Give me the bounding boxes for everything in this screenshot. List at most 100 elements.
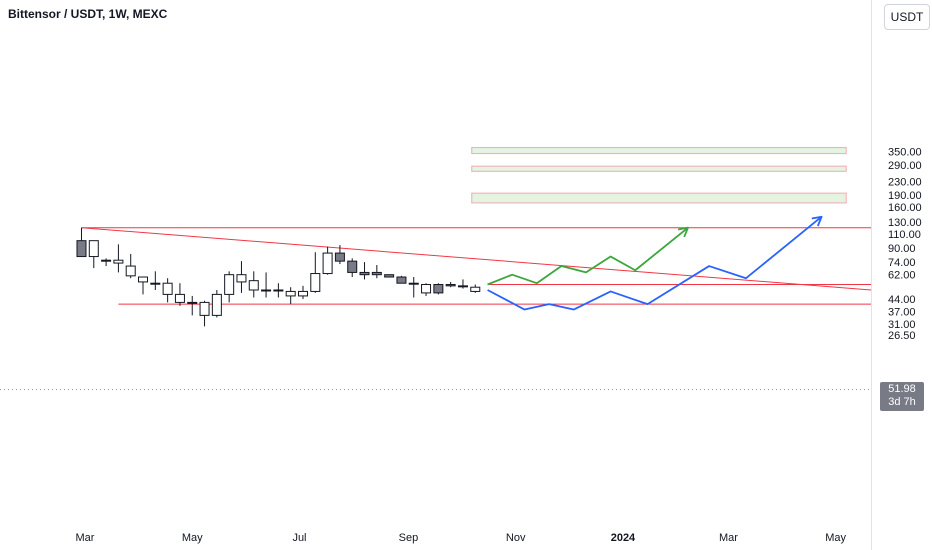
x-tick-label: 2024 — [611, 532, 636, 544]
candle — [88, 240, 99, 269]
chart-title: Bittensor / USDT, 1W, MEXC — [8, 7, 168, 21]
candle-body — [224, 274, 235, 295]
candle — [297, 285, 308, 300]
candle-body — [384, 274, 395, 278]
candle — [76, 227, 87, 258]
candle-body — [187, 301, 198, 304]
candle — [470, 284, 481, 293]
y-tick-label: 230.00 — [888, 176, 922, 188]
projection-path-bull — [487, 226, 689, 286]
projection-arrowhead-bull — [677, 226, 689, 238]
projection-path-bear — [487, 216, 823, 311]
candle-body — [433, 284, 444, 294]
current-price-label: 51.98 — [888, 383, 916, 395]
candle-body — [285, 290, 296, 297]
y-tick-label: 44.00 — [888, 294, 916, 306]
candle — [322, 246, 333, 275]
candle-body — [457, 285, 468, 288]
x-tick-label: May — [182, 532, 203, 544]
candle-body — [273, 289, 284, 292]
candle-body — [261, 289, 272, 292]
projection-arrowhead-bear — [811, 215, 823, 227]
target-zone-3 — [471, 192, 847, 204]
target-zone-2 — [471, 165, 847, 172]
y-tick-label: 290.00 — [888, 160, 922, 172]
candle — [113, 244, 124, 273]
x-tick-label: Mar — [719, 532, 738, 544]
candle — [421, 283, 432, 296]
y-tick-label: 26.50 — [888, 330, 916, 342]
candle — [384, 274, 395, 278]
candle-body — [138, 276, 149, 283]
candle-body — [199, 301, 210, 316]
candle-body — [174, 293, 185, 303]
candle-body — [113, 259, 124, 264]
y-tick-label: 62.00 — [888, 270, 916, 282]
target-zone-1 — [471, 147, 847, 155]
candle-body — [359, 271, 370, 276]
candle-body — [162, 282, 173, 295]
candle-body — [211, 293, 222, 316]
y-tick-label: 110.00 — [888, 229, 921, 241]
y-tick-label: 190.00 — [888, 190, 922, 202]
candle — [174, 283, 185, 306]
currency-button[interactable]: USDT — [884, 4, 930, 30]
candle — [433, 283, 444, 295]
x-tick-label: Jul — [292, 532, 306, 544]
candle — [273, 283, 284, 298]
candle — [457, 279, 468, 289]
candle-body — [236, 274, 247, 283]
y-tick-label: 31.00 — [888, 319, 916, 331]
candle-body — [408, 282, 419, 285]
candle — [125, 253, 136, 279]
candle — [199, 300, 210, 327]
candle — [445, 281, 456, 288]
x-tick-label: Nov — [506, 532, 526, 544]
candle-body — [76, 240, 87, 258]
candle-body — [470, 286, 481, 292]
candle — [211, 289, 222, 318]
candle-body — [445, 284, 456, 287]
candle — [138, 276, 149, 295]
candle-body — [101, 259, 112, 262]
candle — [285, 287, 296, 305]
candle — [101, 258, 112, 267]
candle — [261, 272, 272, 298]
candle-body — [371, 271, 382, 276]
candle — [371, 265, 382, 279]
candle-body — [248, 280, 259, 291]
descending-trend-line — [81, 227, 872, 291]
candle — [224, 271, 235, 303]
candle-body — [421, 284, 432, 294]
candle-body — [88, 240, 99, 258]
candle — [236, 261, 247, 293]
candle-body — [334, 252, 345, 262]
candle — [310, 252, 321, 293]
y-tick-label: 350.00 — [888, 147, 922, 159]
candle-body — [150, 282, 161, 285]
candle — [150, 271, 161, 290]
candle-body — [297, 290, 308, 297]
y-tick-label: 160.00 — [888, 202, 922, 214]
candle — [408, 277, 419, 298]
x-tick-label: Sep — [399, 532, 419, 544]
y-tick-label: 90.00 — [888, 243, 916, 255]
candle-body — [347, 260, 358, 273]
x-tick-label: Mar — [76, 532, 95, 544]
candle — [396, 275, 407, 284]
candle — [187, 295, 198, 316]
candle — [248, 271, 259, 298]
y-tick-label: 37.00 — [888, 306, 916, 318]
candle-body — [322, 252, 333, 275]
candle-body — [125, 265, 136, 277]
y-tick-label: 74.00 — [888, 257, 916, 269]
candle — [359, 262, 370, 280]
candle — [347, 258, 358, 278]
x-tick-label: May — [825, 532, 846, 544]
candle — [334, 245, 345, 265]
bar-countdown-label: 3d 7h — [888, 396, 916, 408]
candle-body — [310, 273, 321, 292]
y-tick-label: 130.00 — [888, 217, 922, 229]
candle-body — [396, 276, 407, 284]
